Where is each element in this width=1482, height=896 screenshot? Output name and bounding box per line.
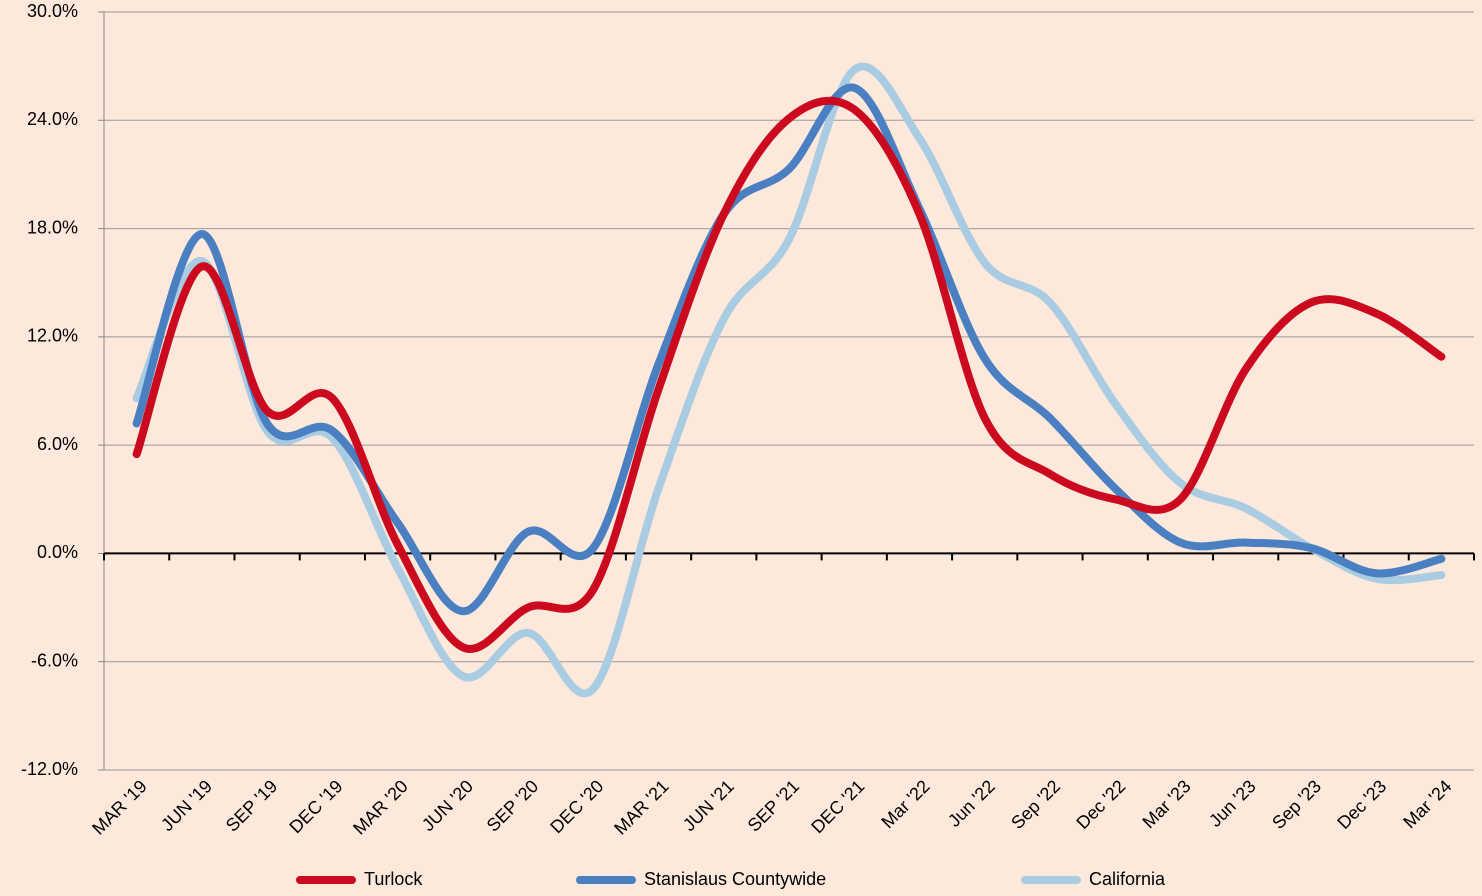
x-tick-label: SEP '20 [483, 776, 543, 836]
legend-label: Turlock [364, 869, 423, 889]
x-tick-label: Jun '22 [944, 776, 999, 831]
y-tick-label: -6.0% [31, 650, 78, 670]
y-tick-label: 12.0% [27, 326, 78, 346]
y-tick-label: 0.0% [37, 542, 78, 562]
legend-label: Stanislaus Countywide [644, 869, 826, 889]
x-tick-label: MAR '19 [88, 776, 151, 839]
x-tick-label: JUN '20 [418, 776, 477, 835]
x-tick-label: Mar '23 [1138, 776, 1194, 832]
legend-label: California [1089, 869, 1166, 889]
x-tick-label: Mar '24 [1399, 776, 1455, 832]
x-tick-label: DEC '21 [807, 776, 868, 837]
x-tick-label: MAR '21 [610, 776, 673, 839]
x-tick-label: JUN '19 [157, 776, 216, 835]
y-tick-label: 24.0% [27, 109, 78, 129]
x-tick-label: SEP '19 [222, 776, 282, 836]
y-tick-label: 30.0% [27, 1, 78, 21]
y-tick-label: 6.0% [37, 434, 78, 454]
x-tick-label: Mar '22 [877, 776, 933, 832]
x-tick-label: MAR '20 [349, 776, 412, 839]
x-tick-label: Dec '23 [1333, 776, 1390, 833]
series-line [132, 83, 1446, 616]
x-tick-label: SEP '21 [744, 776, 804, 836]
y-tick-label: -12.0% [21, 759, 78, 779]
x-tick-label: Dec '22 [1072, 776, 1129, 833]
x-tick-label: Jun '23 [1205, 776, 1260, 831]
x-tick-label: DEC '19 [285, 776, 346, 837]
x-tick-label: DEC '20 [546, 776, 607, 837]
y-tick-label: 18.0% [27, 217, 78, 237]
x-tick-label: JUN '21 [679, 776, 738, 835]
x-tick-label: Sep '23 [1268, 776, 1325, 833]
series-line [132, 62, 1446, 698]
x-tick-label: Sep '22 [1007, 776, 1064, 833]
series-line [132, 96, 1446, 653]
